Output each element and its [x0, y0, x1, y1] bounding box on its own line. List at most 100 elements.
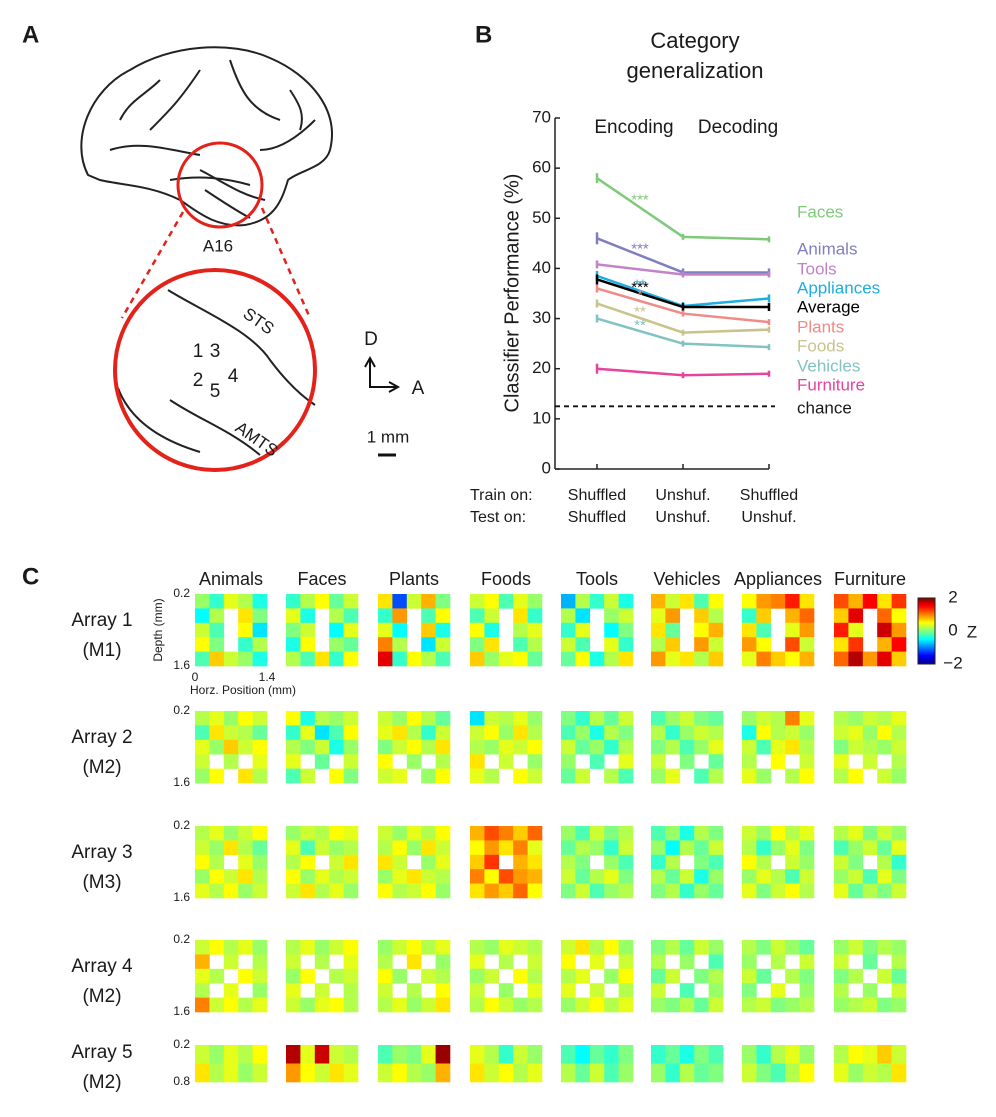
heatmap-cell — [470, 594, 485, 609]
heatmap-cell — [891, 869, 907, 884]
heatmap-cell — [421, 739, 436, 755]
heatmap-cell — [770, 651, 786, 667]
heatmap-cell — [651, 768, 666, 784]
heatmap-cell — [679, 840, 695, 856]
heatmap-cell — [785, 854, 800, 870]
heatmap-grid: Animals Faces Plants Foods Tools Vehicles Appl… — [71, 569, 977, 1093]
zoom-line — [120, 211, 185, 319]
heatmap-cell — [513, 940, 528, 955]
heatmap-cell — [300, 1063, 316, 1083]
heatmap-cell — [392, 608, 408, 624]
line-chart: Category generalization Encoding Decoding Cl… — [470, 28, 880, 526]
heatmap-cell — [343, 622, 359, 638]
heatmap-cell — [770, 997, 786, 1013]
heatmap-cell — [799, 1045, 815, 1064]
heatmap-cell — [195, 622, 210, 638]
heatmap-cell — [708, 983, 724, 998]
panel-label: A — [22, 21, 39, 48]
heatmap-cell — [770, 754, 786, 769]
heatmap-cell — [756, 997, 772, 1013]
heatmap-cell — [877, 940, 892, 955]
heatmap-cell — [618, 1063, 634, 1083]
heatmap-cell — [694, 968, 709, 984]
heatmap-cell — [618, 997, 634, 1013]
heatmap-cell — [343, 997, 359, 1013]
heatmap-cell — [848, 637, 864, 652]
x-tick-label: Shuffled — [568, 509, 626, 526]
heatmap-cell — [877, 637, 892, 652]
heatmap-cell — [209, 869, 225, 884]
heatmap-cell — [314, 711, 330, 726]
heatmap-cell — [575, 651, 591, 667]
heatmap-cell — [848, 940, 864, 955]
heatmap-cell — [238, 622, 253, 638]
heatmap-cell — [498, 1063, 514, 1083]
heatmap-cell — [435, 637, 451, 652]
heatmap-cell — [877, 739, 892, 755]
heatmap-cell — [378, 940, 393, 955]
heatmap-cell — [209, 768, 225, 784]
heatmap-cell — [484, 768, 500, 784]
heatmap-cell — [891, 651, 907, 667]
heatmap-cell — [848, 711, 864, 726]
heatmap-cell — [484, 651, 500, 667]
heatmap-cell — [877, 968, 892, 984]
heatmap-cell — [484, 940, 500, 955]
heatmap-cell — [209, 968, 225, 984]
heatmap-cell — [799, 711, 815, 726]
heatmap-cell — [756, 968, 772, 984]
heatmap-cell — [679, 826, 695, 841]
heatmap-cell — [286, 854, 301, 870]
heatmap-cell — [561, 594, 576, 609]
heatmap-cell — [785, 711, 800, 726]
heatmap-cell — [329, 840, 344, 856]
heatmap-cell — [679, 983, 695, 998]
heatmap-cell — [785, 651, 800, 667]
heatmap-cell — [498, 983, 514, 998]
heatmap-cell — [286, 968, 301, 984]
heatmap-cell — [223, 651, 239, 667]
heatmap-cell — [618, 651, 634, 667]
y-tick-label: 0.2 — [173, 703, 190, 717]
heatmap-cell — [329, 854, 344, 870]
heatmap-cell — [498, 840, 514, 856]
heatmap-cell — [679, 997, 695, 1013]
heatmap-cell — [877, 869, 892, 884]
heatmap-cell — [378, 826, 393, 841]
heatmap-cell — [799, 739, 815, 755]
heatmap-cell — [665, 739, 681, 755]
heatmap-cell — [756, 940, 772, 955]
heatmap-cell — [513, 1045, 528, 1064]
heatmap-cell — [470, 725, 485, 741]
heatmap-cell — [252, 997, 268, 1013]
heatmap-cell — [742, 768, 757, 784]
heatmap-cell — [378, 869, 393, 884]
heatmap-cell — [785, 883, 800, 899]
heatmap-cell — [770, 883, 786, 899]
heatmap-cell — [665, 826, 681, 841]
heatmap-cell — [392, 997, 408, 1013]
heatmap-cell — [694, 869, 709, 884]
heatmap-cell — [300, 651, 316, 667]
y-tick-label: 0.2 — [173, 818, 190, 832]
array-label: (M2) — [82, 1072, 121, 1093]
heatmap-cell — [343, 768, 359, 784]
heatmap-cell — [435, 768, 451, 784]
heatmap-cell — [561, 711, 576, 726]
heatmap-cell — [527, 651, 543, 667]
heatmap-cell — [877, 1045, 892, 1064]
heatmap-cell — [708, 725, 724, 741]
heatmap-cell — [665, 1045, 681, 1064]
heatmap-cell — [651, 1045, 666, 1064]
heatmap-cell — [604, 622, 619, 638]
heatmap-cell — [679, 883, 695, 899]
heatmap-cell — [575, 854, 591, 870]
heatmap-cell — [300, 940, 316, 955]
heatmap-cell — [435, 1045, 451, 1064]
heatmap-cell — [604, 711, 619, 726]
heatmap-cell — [300, 1045, 316, 1064]
heatmap-cell — [314, 754, 330, 769]
heatmap-cell — [679, 739, 695, 755]
legend-label: Plants — [797, 317, 844, 336]
legend-label: Appliances — [797, 278, 880, 297]
